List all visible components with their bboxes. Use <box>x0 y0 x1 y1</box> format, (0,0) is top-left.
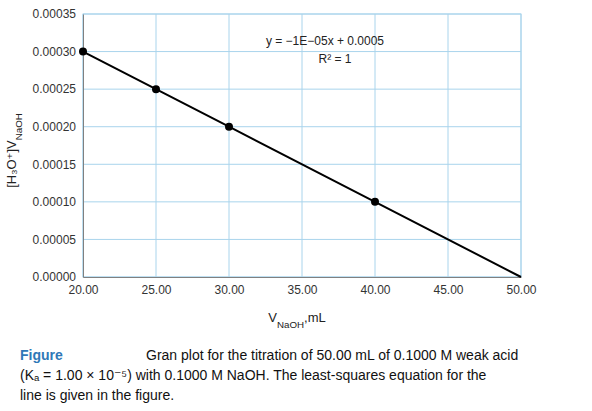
tick: 25.00 <box>141 277 171 297</box>
caption: line is given in the figure. <box>20 387 174 403</box>
tick-label: 35.00 <box>287 283 317 297</box>
tick: 40.00 <box>360 277 390 297</box>
tick: 0.00000 <box>33 270 83 284</box>
caption: (Kₐ = 1.00 × 10⁻⁵) with 0.1000 M NaOH. T… <box>20 367 487 383</box>
tick-label: 25.00 <box>141 283 171 297</box>
annotation: y = −1E−05x + 0.0005 <box>266 34 384 48</box>
x-axis: 20.00 25.00 30.00 35.00 40.00 45.00 50.00 <box>68 277 536 297</box>
tick-label: 0.00030 <box>33 45 77 59</box>
grid-line <box>521 14 522 277</box>
tick-label: 45.00 <box>433 283 463 297</box>
grid-line <box>448 14 449 277</box>
axis-line <box>84 277 522 278</box>
tick-label: 20.00 <box>68 283 98 297</box>
label-part: NaOH <box>13 113 24 140</box>
tick: 0.00015 <box>33 158 83 172</box>
tick: 35.00 <box>287 277 317 297</box>
tick-label: 0.00020 <box>33 120 77 134</box>
tick-label: 40.00 <box>360 283 390 297</box>
tick: 0.00005 <box>33 233 83 247</box>
caption: Gran plot for the titration of 50.00 mL … <box>146 347 518 363</box>
tick: 50.00 <box>506 277 536 297</box>
grid <box>83 14 521 277</box>
marks <box>79 48 521 277</box>
tick-label: 0.00010 <box>33 195 77 209</box>
tick: 0.00025 <box>33 82 83 96</box>
tick-label: 0.00025 <box>33 82 77 96</box>
y-axis: 0.00000 0.00005 0.00010 0.00015 0.00020 0.000… <box>33 7 84 284</box>
tick: 0.00035 <box>33 7 83 21</box>
tick: 0.00030 <box>33 45 83 59</box>
grid-line <box>375 14 376 277</box>
tick-label: 50.00 <box>506 283 536 297</box>
grid-line <box>229 14 230 277</box>
tick-label: 0.00000 <box>33 270 77 284</box>
chart: 20.00 25.00 30.00 35.00 40.00 45.00 50.00 0.000… <box>0 0 592 411</box>
tick: 0.00010 <box>33 195 83 209</box>
plot-frame <box>83 14 521 277</box>
tick-label: 0.00035 <box>33 7 77 21</box>
marker <box>225 123 233 131</box>
tick-label: 0.00015 <box>33 158 77 172</box>
tick: 0.00020 <box>33 120 83 134</box>
title: Figure <box>20 347 63 363</box>
grid-line <box>302 14 303 277</box>
x-axis-title: VNaOH,mL <box>268 310 325 330</box>
label-part: NaOH <box>277 319 304 330</box>
marker <box>152 85 160 93</box>
label-part: V <box>268 310 277 325</box>
line <box>83 52 521 277</box>
tick: 45.00 <box>433 277 463 297</box>
label-part: [H₃O⁺]V <box>4 140 19 188</box>
annotation: R² = 1 <box>318 52 351 66</box>
y-axis-title: [H₃O⁺]VNaOH <box>4 113 24 188</box>
grid-line <box>156 14 157 277</box>
tick-label: 30.00 <box>214 283 244 297</box>
tick: 30.00 <box>214 277 244 297</box>
marker <box>79 48 87 56</box>
marker <box>371 198 379 206</box>
label-part: ,mL <box>304 310 326 325</box>
tick-label: 0.00005 <box>33 233 77 247</box>
